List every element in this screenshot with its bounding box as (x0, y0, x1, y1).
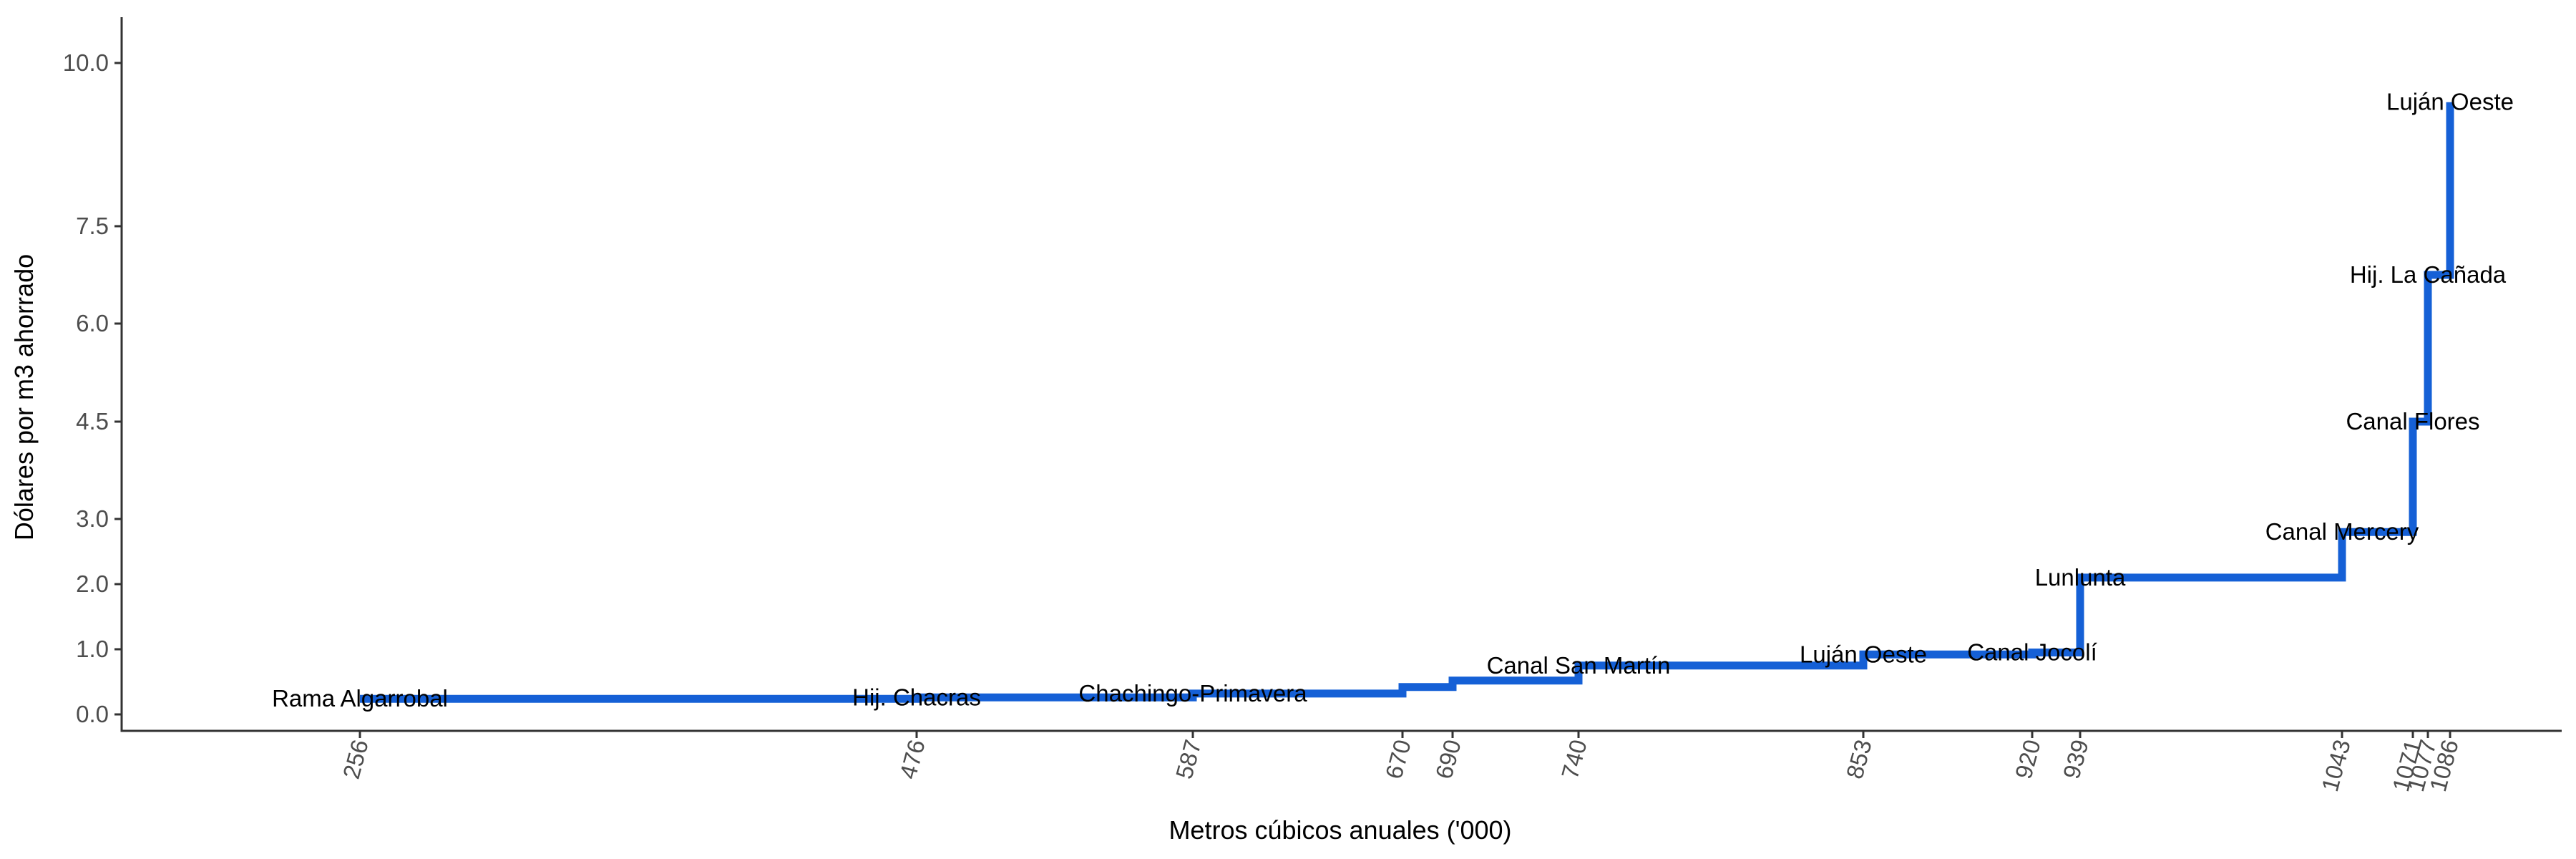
x-tick-label: 740 (1556, 737, 1592, 782)
point-label: Hij. La Cañada (2350, 261, 2507, 288)
point-label: Luján Oeste (2386, 89, 2514, 115)
point-label: Canal Jocolí (1967, 639, 2097, 666)
plot-area: 0.0 1.0 2.0 3.0 4.5 6.0 7.5 10.0 256 476 587 670 690… (63, 17, 2562, 795)
y-tick-label: 0.0 (76, 701, 109, 727)
y-tick-label: 2.0 (76, 571, 109, 597)
point-label: Canal Mercery (2265, 518, 2419, 545)
x-tick-label: 853 (1841, 737, 1877, 782)
y-tick-label: 10.0 (63, 49, 109, 76)
x-tick-label: 670 (1380, 737, 1416, 782)
y-tick-label: 4.5 (76, 408, 109, 435)
point-label: Luján Oeste (1800, 641, 1927, 667)
point-label: Hij. Chacras (852, 684, 981, 710)
point-label: Canal San Martín (1487, 652, 1671, 679)
y-axis-title: Dólares por m3 ahorrado (9, 254, 39, 540)
y-tick-label: 7.5 (76, 213, 109, 239)
point-label: Canal Flores (2346, 408, 2479, 435)
x-tick-label: 920 (2010, 737, 2046, 782)
point-label: Lunlunta (2035, 564, 2126, 591)
y-tick-label: 1.0 (76, 636, 109, 662)
x-tick-label: 256 (338, 737, 374, 782)
point-label: Chachingo-Primavera (1078, 680, 1307, 707)
series-step-line (360, 102, 2454, 703)
x-tick-label: 939 (2058, 737, 2094, 782)
x-tick-label: 587 (1171, 737, 1206, 782)
x-tick-label: 690 (1430, 737, 1466, 782)
point-label: Rama Algarrobal (272, 685, 448, 712)
x-tick-label: 1043 (2316, 737, 2356, 794)
y-tick-label: 6.0 (76, 310, 109, 336)
x-axis-title: Metros cúbicos anuales ('000) (1169, 815, 1511, 845)
x-tick-label: 476 (894, 737, 930, 782)
y-tick-label: 3.0 (76, 505, 109, 532)
